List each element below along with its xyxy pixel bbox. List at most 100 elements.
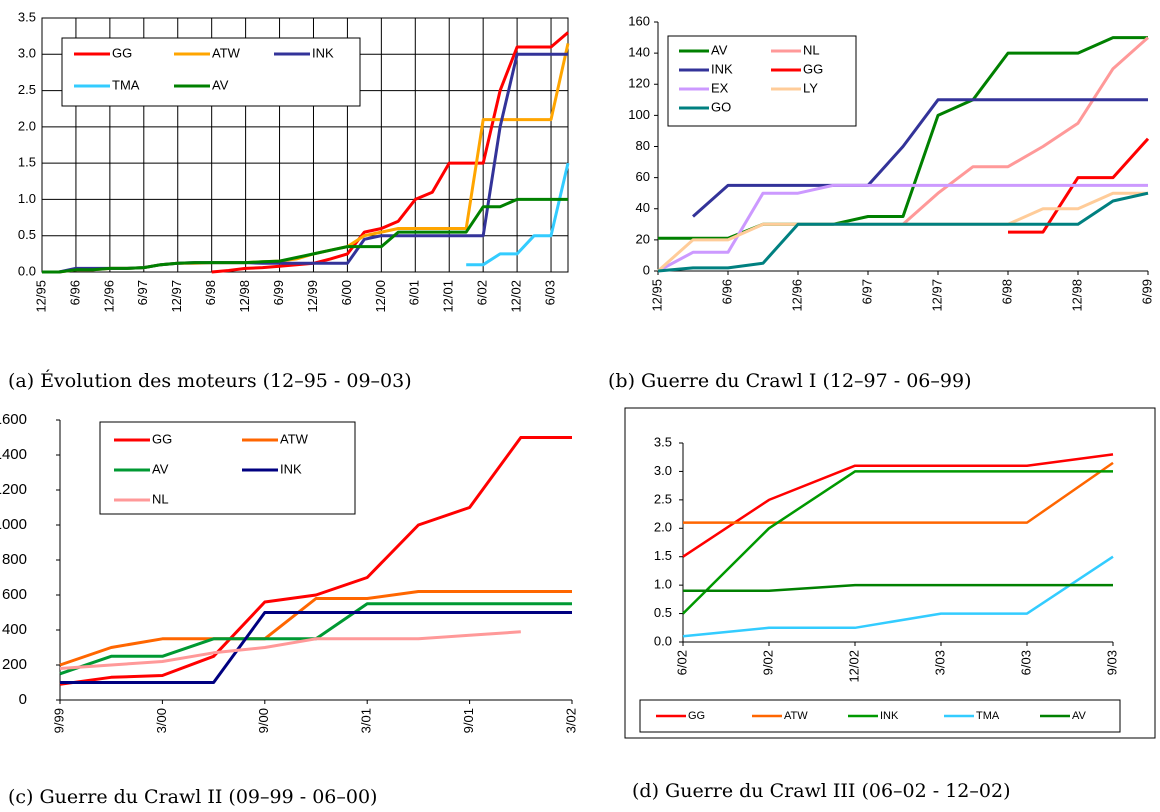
y-tick-label: 40 (636, 200, 650, 215)
series-line (682, 470, 1113, 615)
legend-label: GG (803, 61, 823, 76)
y-tick-label: 400 (2, 621, 27, 638)
x-tick-label: 6/03 (1018, 650, 1033, 675)
y-tick-label: 2.5 (654, 491, 672, 506)
x-tick-label: 9/00 (256, 708, 271, 733)
y-tick-label: 0.0 (18, 263, 36, 278)
x-tick-label: 3/00 (154, 708, 169, 733)
legend-label: ATW (784, 710, 808, 722)
x-tick-label: 6/01 (407, 280, 422, 305)
y-tick-label: 1.5 (654, 548, 672, 563)
series-line (211, 31, 569, 274)
x-tick-label: 9/03 (1104, 650, 1119, 675)
legend-label: GG (688, 710, 705, 722)
x-tick-label: 12/98 (1069, 279, 1084, 312)
x-tick-label: 9/99 (51, 708, 66, 733)
x-tick-label: 6/96 (67, 280, 82, 305)
series-line (60, 611, 572, 684)
y-tick-label: 1.0 (18, 191, 36, 206)
legend-label: GG (152, 431, 172, 446)
x-tick-label: 12/97 (929, 279, 944, 312)
y-tick-label: 1.0 (654, 577, 672, 592)
series-line (657, 191, 1148, 273)
y-tick-label: 60 (636, 169, 650, 184)
x-tick-label: 9/02 (760, 650, 775, 675)
legend-label: EX (711, 80, 729, 95)
legend-label: AV (1072, 710, 1087, 722)
x-tick-label: 6/99 (271, 280, 286, 305)
series-line (692, 98, 1148, 218)
y-tick-label: 120 (628, 76, 650, 91)
legend-box (61, 37, 361, 107)
legend-label: NL (152, 491, 169, 506)
caption: (a) Évolution des moteurs (12–95 - 09–03… (8, 369, 412, 392)
x-tick-label: 9/01 (461, 708, 476, 733)
x-tick-label: 6/02 (475, 280, 490, 305)
x-tick-label: 3/02 (563, 708, 578, 733)
y-tick-label: 3.5 (654, 434, 672, 449)
x-tick-label: 3/03 (932, 650, 947, 675)
y-tick-label: 160 (628, 13, 650, 28)
series-line (657, 191, 1149, 273)
y-tick-label: 80 (636, 138, 650, 153)
y-tick-label: 800 (2, 551, 27, 568)
x-tick-label: 12/97 (169, 280, 184, 313)
y-tick-label: 1000 (0, 516, 27, 533)
x-tick-label: 3/01 (359, 708, 374, 733)
y-tick-label: 600 (2, 586, 27, 603)
series-line (59, 436, 572, 686)
y-tick-label: 2.5 (18, 82, 36, 97)
chart-frame (624, 407, 1156, 739)
y-tick-label: 1400 (0, 446, 27, 463)
x-tick-label: 6/00 (339, 280, 354, 305)
x-tick-label: 6/96 (719, 279, 734, 304)
x-tick-label: 12/01 (441, 280, 456, 313)
legend-label: LY (803, 80, 818, 95)
series-line (59, 590, 572, 667)
y-tick-label: 0.0 (654, 633, 672, 648)
legend-label: TMA (976, 710, 1000, 722)
x-tick-label: 6/99 (1139, 279, 1154, 304)
y-tick-label: 2.0 (654, 520, 672, 535)
x-tick-label: 12/00 (373, 280, 388, 313)
series-line (1008, 137, 1150, 234)
series-line (657, 183, 1148, 273)
series-line (682, 453, 1114, 558)
y-tick-label: 0 (19, 691, 27, 708)
y-tick-label: 0.5 (18, 227, 36, 242)
y-tick-label: 1.5 (18, 155, 36, 170)
caption: (c) Guerre du Crawl II (09–99 - 06–00) (8, 786, 377, 808)
legend-label: INK (880, 710, 899, 722)
x-tick-label: 12/95 (649, 279, 664, 312)
x-tick-label: 12/02 (846, 650, 861, 683)
y-tick-label: 20 (636, 231, 650, 246)
x-tick-label: 6/97 (859, 279, 874, 304)
y-tick-label: 1200 (0, 481, 27, 498)
series-line (902, 36, 1149, 226)
legend-label: AV (711, 42, 728, 57)
legend-label: TMA (112, 77, 140, 92)
y-tick-label: 1600 (0, 411, 27, 428)
x-tick-label: 12/96 (101, 280, 116, 313)
legend-label: INK (280, 461, 302, 476)
x-tick-label: 12/02 (509, 280, 524, 313)
y-tick-label: 3.0 (654, 463, 672, 478)
legend-label: GG (112, 45, 132, 60)
y-tick-label: 3.0 (18, 46, 36, 61)
legend-label: INK (711, 61, 733, 76)
y-tick-label: 0.5 (654, 605, 672, 620)
x-tick-label: 12/95 (33, 280, 48, 313)
series-line (683, 583, 1113, 593)
series-line (59, 630, 521, 670)
legend-label: AV (212, 77, 229, 92)
legend-label: ATW (212, 45, 241, 60)
y-tick-label: 3.5 (18, 9, 36, 24)
y-tick-label: 0 (643, 262, 650, 277)
x-tick-label: 6/98 (203, 280, 218, 305)
caption: (d) Guerre du Crawl III (06–02 - 12–02) (632, 780, 1011, 802)
series-line (683, 461, 1114, 524)
legend-label: ATW (280, 431, 309, 446)
legend-label: GO (711, 99, 731, 114)
series-line (466, 162, 570, 267)
